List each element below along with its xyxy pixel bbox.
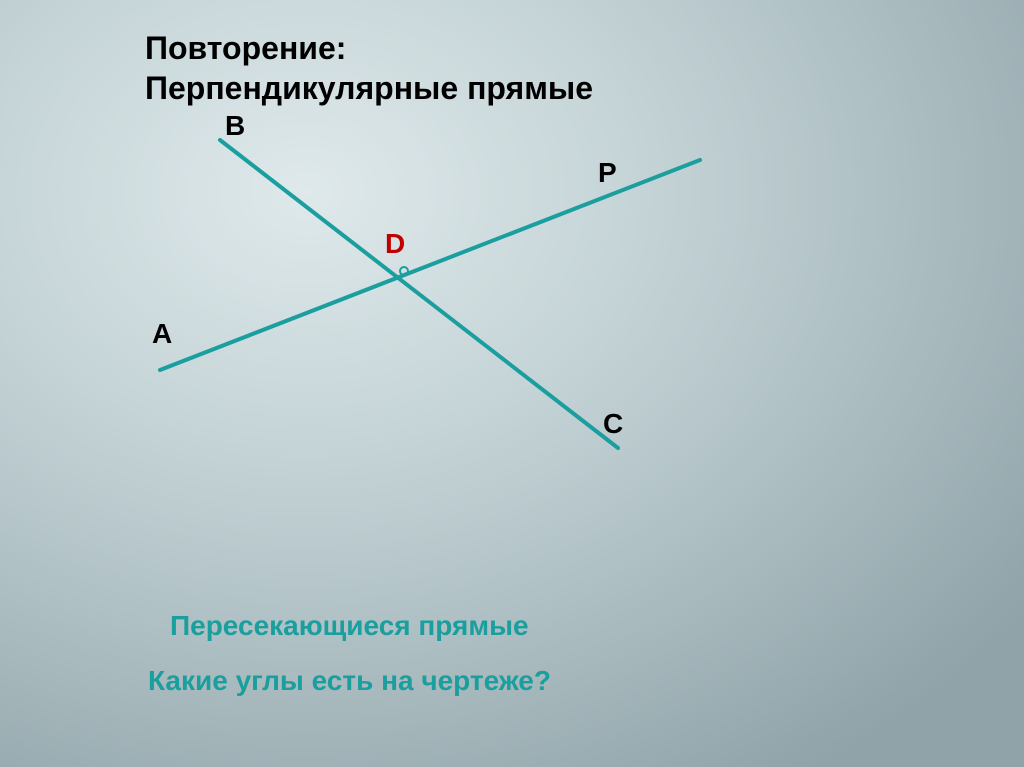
slide-root: Повторение: Перпендикулярные прямые В Р … <box>0 0 1024 767</box>
line-bc <box>220 140 618 448</box>
title-line1: Повторение: <box>145 30 346 67</box>
label-b: В <box>225 110 245 142</box>
caption-1: Пересекающиеся прямые <box>170 610 529 642</box>
label-c: С <box>603 408 623 440</box>
line-ap <box>160 160 700 370</box>
caption-2: Какие углы есть на чертеже? <box>148 665 551 697</box>
title-line2: Перпендикулярные прямые <box>145 70 593 107</box>
intersection-point <box>400 267 408 275</box>
label-p: Р <box>598 157 617 189</box>
label-a: А <box>152 318 172 350</box>
diagram-svg <box>0 0 1024 767</box>
label-d: D <box>385 228 405 260</box>
